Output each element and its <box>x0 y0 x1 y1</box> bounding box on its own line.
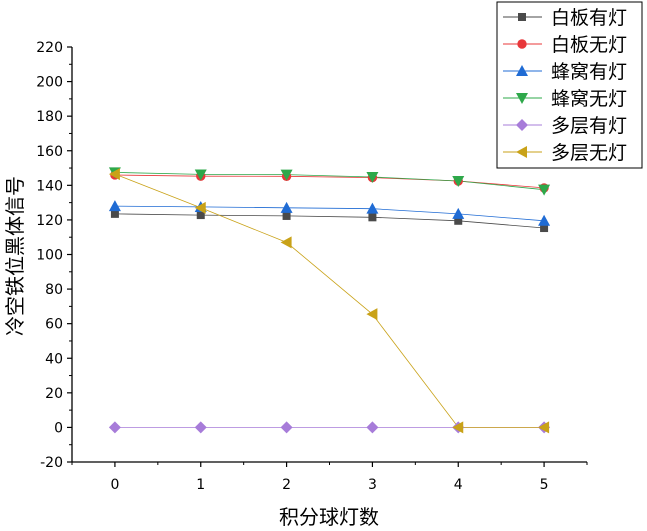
data-point <box>280 236 292 249</box>
y-tick-label: 120 <box>36 213 63 229</box>
data-point <box>368 213 377 222</box>
y-tick-label: 140 <box>36 178 63 194</box>
legend-marker <box>518 13 526 21</box>
legend-box <box>496 1 643 169</box>
data-point <box>452 176 465 188</box>
data-point <box>110 209 119 218</box>
legend-marker <box>516 93 528 104</box>
y-tick-label: 100 <box>36 248 63 264</box>
data-point <box>282 211 291 220</box>
x-tick-label: 3 <box>368 477 377 493</box>
x-tick-label: 1 <box>196 477 205 493</box>
data-point <box>538 421 550 434</box>
data-point <box>366 202 379 214</box>
x-tick-label: 4 <box>454 477 463 493</box>
legend-entry: 多层无灯 <box>551 142 627 164</box>
series-line <box>114 213 545 229</box>
plot-area: -20 0 20 40 60 80 100 120 140 160 180 200 220 0 1 2 3 4 5 <box>36 40 588 493</box>
y-tick-label: 20 <box>45 386 63 402</box>
x-tick-label: 0 <box>110 477 119 493</box>
data-point <box>538 214 551 226</box>
x-tick-label: 5 <box>540 477 549 493</box>
data-point <box>452 207 465 219</box>
data-point <box>108 200 121 212</box>
data-point <box>108 421 121 434</box>
data-point <box>194 421 207 434</box>
legend-marker <box>516 119 528 131</box>
data-point <box>194 169 207 181</box>
data-point <box>366 308 378 321</box>
data-point <box>280 169 293 181</box>
data-point <box>538 184 551 196</box>
x-tick-label: 2 <box>282 477 291 493</box>
data-point <box>196 211 205 220</box>
data-point <box>108 168 120 181</box>
series-line <box>114 172 545 191</box>
legend-marker <box>517 39 527 49</box>
legend-entry: 多层有灯 <box>551 115 627 137</box>
series-line <box>114 173 545 428</box>
data-point <box>280 201 293 213</box>
legend-entry: 白板有灯 <box>551 7 627 29</box>
legend-entry: 白板无灯 <box>551 34 627 56</box>
series-line <box>114 174 545 189</box>
y-tick-label: -20 <box>40 455 63 471</box>
y-tick-label: 60 <box>45 317 63 333</box>
data-point <box>366 172 379 184</box>
legend-marker <box>516 146 527 158</box>
data-point <box>540 224 549 233</box>
y-tick-label: 80 <box>45 282 63 298</box>
series-line <box>114 205 545 222</box>
data-point <box>280 421 293 434</box>
legend-marker <box>516 65 528 76</box>
y-tick-label: 40 <box>45 351 63 367</box>
data-point <box>452 421 464 434</box>
y-tick-label: 180 <box>36 109 63 125</box>
y-tick-label: 160 <box>36 144 63 160</box>
y-axis-label: 冷空铁位黑体信号 <box>3 176 27 336</box>
data-point <box>366 421 379 434</box>
legend-entry: 蜂窝有灯 <box>551 61 627 83</box>
y-tick-label: 200 <box>36 75 63 91</box>
y-tick-label: 220 <box>36 40 63 56</box>
y-tick-label: 0 <box>54 420 63 436</box>
data-point <box>454 216 463 225</box>
x-axis-label: 积分球灯数 <box>279 505 379 529</box>
data-point <box>194 201 206 214</box>
legend-entry: 蜂窝无灯 <box>551 88 627 110</box>
